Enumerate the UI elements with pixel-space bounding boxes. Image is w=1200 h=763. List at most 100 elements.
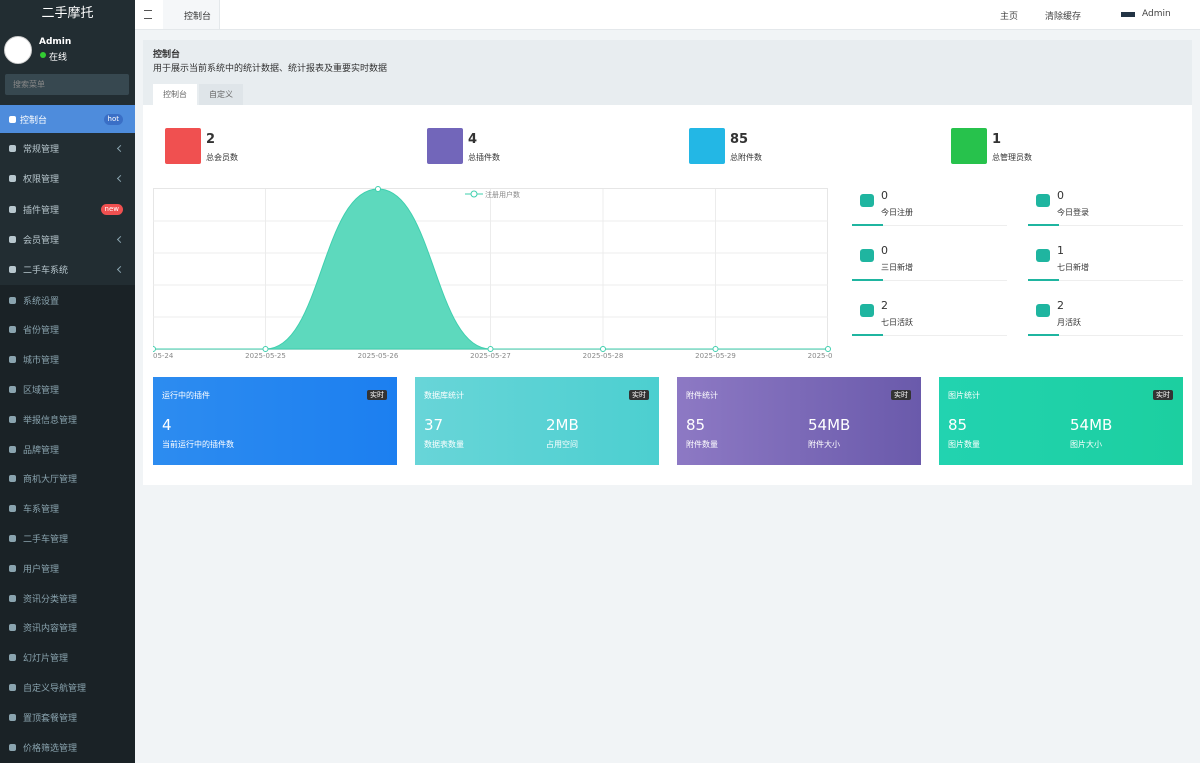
menu-badge: hot — [103, 114, 123, 125]
menu-item[interactable]: 用户管理 — [0, 553, 135, 582]
mini-accent — [852, 224, 883, 226]
menu-label: 二手车管理 — [23, 534, 69, 545]
panel-heading — [143, 40, 1192, 105]
mini-underline — [1028, 280, 1183, 281]
nav-tab[interactable] — [163, 0, 220, 29]
panel-tab[interactable]: 自定义 — [199, 84, 243, 105]
menu-item[interactable]: 常规管理 — [0, 133, 135, 163]
menu-item[interactable]: 插件管理 new — [0, 194, 135, 224]
menu-icon — [9, 415, 16, 423]
menu-item[interactable]: 系统设置 — [0, 285, 135, 314]
menu-icon — [9, 445, 16, 453]
menu-label: 资讯内容管理 — [23, 624, 78, 635]
menu-label: 幻灯片管理 — [23, 654, 69, 665]
menu-icon — [9, 235, 16, 243]
mini-value: 0 — [881, 189, 888, 202]
menu-icon — [9, 505, 16, 513]
card-value: 54MB — [808, 416, 851, 434]
menu-item[interactable]: 自定义导航管理 — [0, 672, 135, 701]
stat-card: 附件统计 实时 85 附件数量 54MB 附件大小 — [677, 377, 921, 465]
mini-accent — [1028, 279, 1059, 281]
menu-item[interactable]: 置顶套餐管理 — [0, 702, 135, 731]
stat-label: 总管理员数 — [992, 153, 1032, 162]
menu-item[interactable]: 品牌管理 — [0, 434, 135, 463]
stat-card: 图片统计 实时 85 图片数量 54MB 图片大小 — [939, 377, 1183, 465]
stat-card: 数据库统计 实时 37 数据表数量 2MB 占用空间 — [415, 377, 659, 465]
logo[interactable]: 二手摩托 — [41, 6, 94, 21]
card-value: 85 — [686, 416, 706, 434]
top-link[interactable]: 清除缓存 — [1045, 12, 1082, 22]
avatar — [4, 36, 32, 64]
menu-item[interactable]: 资讯分类管理 — [0, 583, 135, 612]
card-value: 4 — [162, 416, 172, 434]
menu-icon — [9, 534, 16, 542]
menu-item[interactable]: 资讯内容管理 — [0, 613, 135, 642]
menu-toggle[interactable] — [144, 10, 152, 19]
panel-tab[interactable]: 控制台 — [153, 84, 197, 105]
topbar — [135, 0, 1200, 30]
menu-item[interactable]: 控制台 hot — [0, 105, 135, 133]
mini-icon — [860, 249, 874, 262]
x-tick-label: 2025-05-28 — [583, 352, 624, 360]
menu-item[interactable]: 城市管理 — [0, 345, 135, 374]
mini-icon — [1036, 304, 1050, 317]
chart: 2025-05-24 2025-05-25 2025-05-26 2025-05-27… — [153, 186, 833, 360]
menu-item[interactable]: 二手车系统 — [0, 254, 135, 284]
x-tick-label: 2025-05-27 — [470, 352, 511, 360]
x-tick-label: 2025-05-26 — [358, 352, 399, 360]
card-label: 占用空间 — [546, 440, 578, 449]
card-badge: 实时 — [629, 390, 649, 400]
mini-value: 0 — [881, 244, 888, 257]
menu-item[interactable]: 举报信息管理 — [0, 404, 135, 433]
card-label: 附件数量 — [686, 440, 718, 449]
status-dot — [40, 52, 46, 58]
mini-label: 七日新增 — [1057, 263, 1089, 272]
card-badge: 实时 — [1153, 390, 1173, 400]
menu-item[interactable]: 会员管理 — [0, 224, 135, 254]
menu-item[interactable]: 车系管理 — [0, 494, 135, 523]
data-point — [600, 346, 606, 352]
menu-label: 权限管理 — [23, 175, 60, 186]
menu-icon — [9, 175, 16, 183]
menu-item[interactable]: 二手车管理 — [0, 523, 135, 552]
mini-value: 1 — [1057, 244, 1064, 257]
menu-item[interactable]: 商机大厅管理 — [0, 464, 135, 493]
legend-label: 注册用户数 — [485, 190, 520, 199]
card-value: 85 — [948, 416, 968, 434]
x-tick-label: 2025-05-24 — [153, 352, 174, 360]
top-user[interactable]: Admin — [1142, 9, 1171, 19]
menu-item[interactable]: 省份管理 — [0, 315, 135, 344]
card-label: 当前运行中的插件数 — [162, 440, 234, 449]
menu-item[interactable]: 权限管理 — [0, 163, 135, 193]
x-tick-label: 2025-05-30 — [808, 352, 833, 360]
menu-label: 常规管理 — [23, 145, 60, 155]
mini-icon — [1036, 249, 1050, 262]
mini-underline — [1028, 335, 1183, 336]
menu-label: 举报信息管理 — [23, 415, 78, 426]
menu-icon — [9, 145, 16, 152]
card-value: 54MB — [1070, 416, 1113, 434]
search-box[interactable]: 搜索菜单 — [5, 74, 129, 95]
mini-label: 七日活跃 — [881, 318, 913, 327]
menu-label: 价格筛选管理 — [23, 743, 78, 754]
data-point — [825, 346, 831, 352]
menu-item[interactable]: 价格筛选管理 — [0, 732, 135, 761]
menu-item[interactable]: 幻灯片管理 — [0, 643, 135, 672]
user-status: 在线 — [49, 53, 68, 63]
menu-item[interactable]: 区域管理 — [0, 374, 135, 403]
menu-icon — [9, 475, 16, 483]
mini-label: 月活跃 — [1057, 318, 1081, 327]
mini-icon — [1036, 194, 1050, 207]
top-link[interactable]: 主页 — [1000, 12, 1019, 22]
menu-label: 插件管理 — [23, 205, 60, 216]
chevron — [116, 266, 125, 274]
x-tick-label: 2025-05-29 — [695, 352, 736, 360]
menu-icon — [9, 713, 16, 721]
tab-label[interactable]: 控制台 — [184, 12, 212, 22]
menu-icon — [9, 205, 16, 213]
menu-label: 系统设置 — [23, 296, 60, 307]
menu-label: 车系管理 — [23, 505, 60, 516]
legend-dot — [470, 190, 478, 198]
stat-value: 1 — [992, 132, 1002, 147]
